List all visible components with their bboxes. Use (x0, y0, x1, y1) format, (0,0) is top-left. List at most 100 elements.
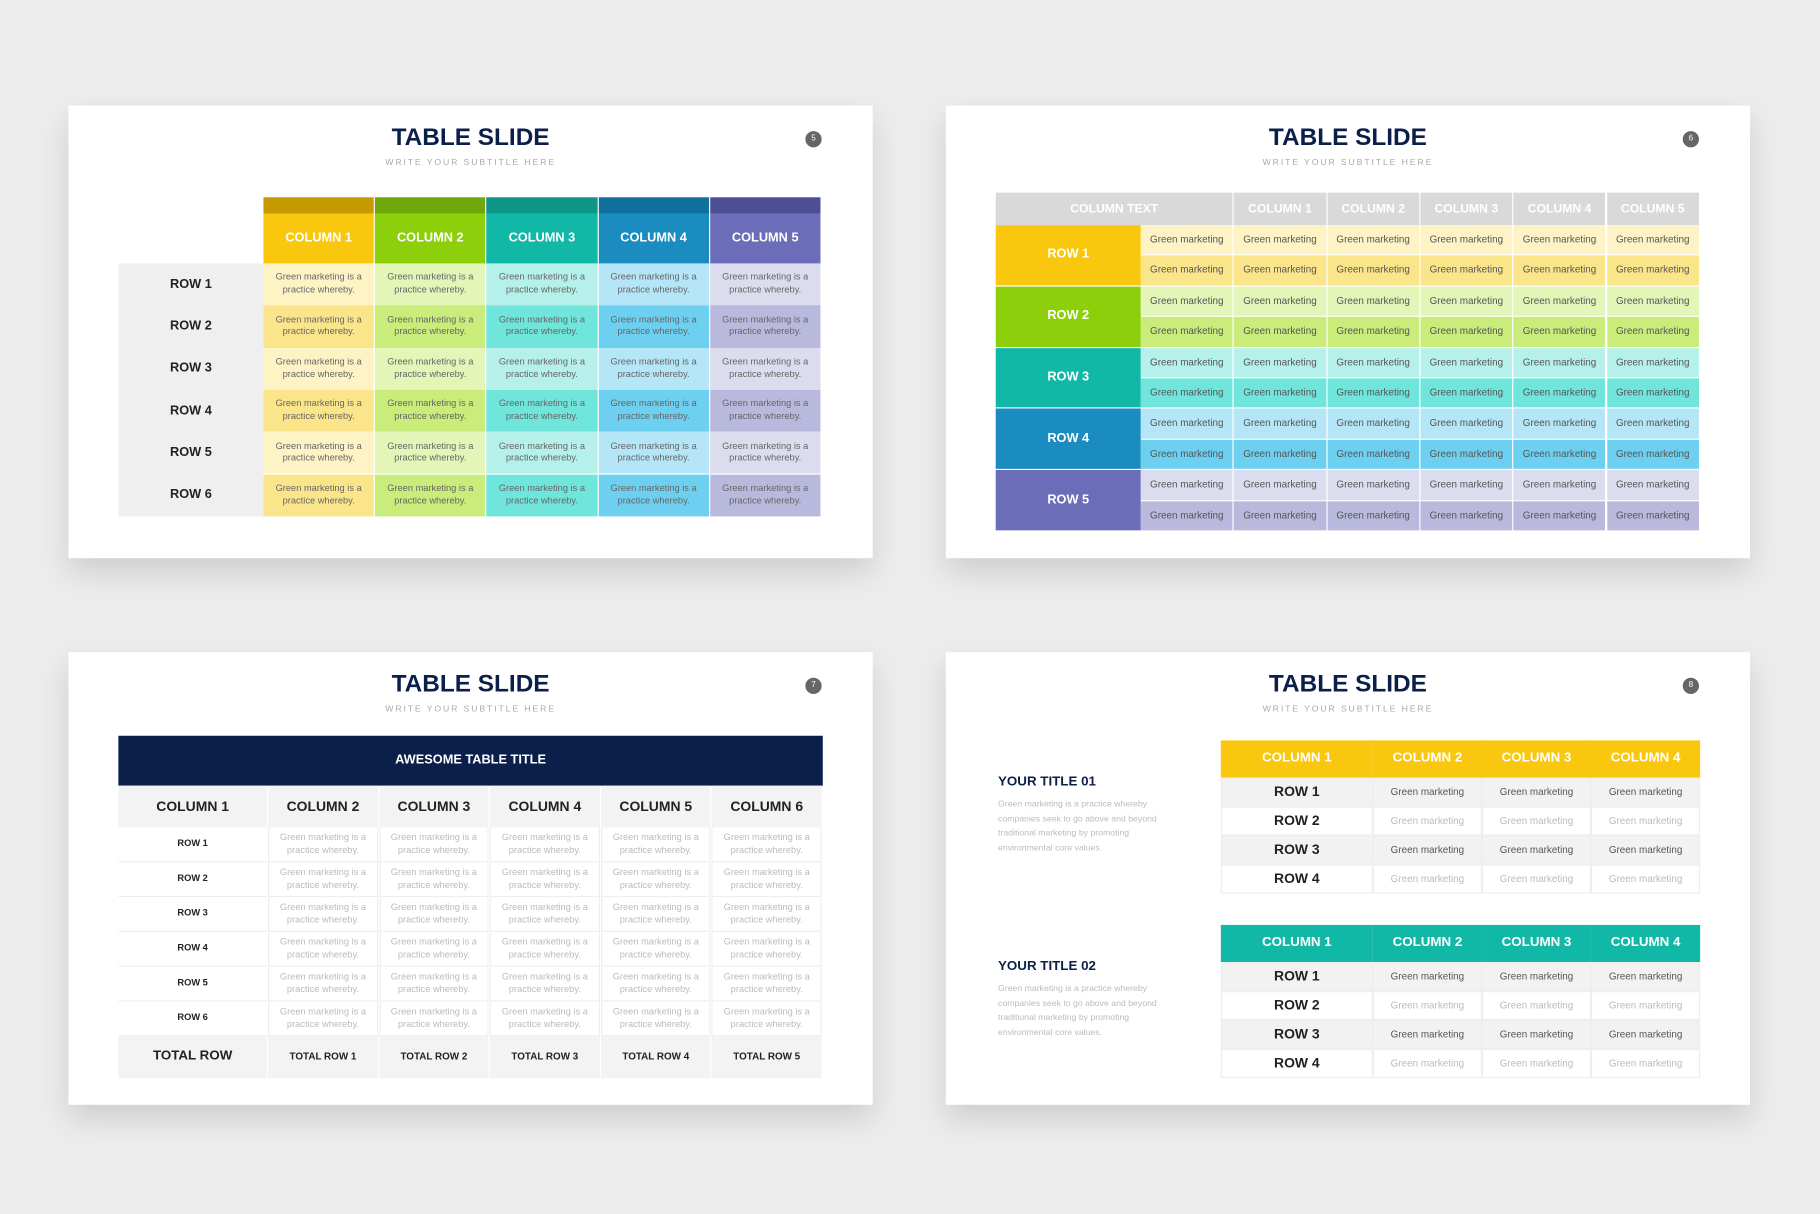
column-header: COLUMN 3 (379, 785, 489, 828)
column-stripe (709, 197, 821, 214)
table-cell: Green marketing is a practice whereby. (263, 347, 374, 390)
row-label: ROW 3 (1220, 1020, 1373, 1050)
table-cell: Green marketing (1513, 255, 1606, 286)
row-label: ROW 3 (118, 897, 267, 932)
row-label: ROW 5 (118, 967, 267, 1002)
table-cell: Green marketing (1233, 347, 1326, 378)
column-header: COLUMN 4 (489, 785, 600, 828)
column-stripe (375, 197, 486, 214)
slide-number: 5 (805, 131, 822, 148)
table-cell: Green marketing is a practice whereby. (268, 931, 378, 967)
total-cell: TOTAL ROW 5 (711, 1036, 822, 1079)
row-label: ROW 1 (1220, 962, 1373, 992)
column-header: COLUMN 5 (600, 785, 711, 828)
row-label: ROW 4 (995, 408, 1141, 470)
table-cell: Green marketing (1513, 347, 1606, 378)
table-cell: Green marketing (1481, 777, 1592, 807)
table-cell: Green marketing is a practice whereby. (268, 862, 378, 898)
table-cell: Green marketing is a practice whereby. (486, 305, 598, 348)
table-cell: Green marketing (1233, 500, 1326, 531)
table-cell: Green marketing is a practice whereby. (600, 1001, 711, 1037)
table-cell: Green marketing (1591, 962, 1701, 992)
column-header: COLUMN 1 (118, 785, 267, 828)
row-label: ROW 1 (995, 225, 1141, 286)
table-cell: Green marketing is a practice whereby. (486, 347, 598, 390)
column-header: COLUMN 4 (1591, 740, 1701, 778)
table-cell: Green marketing is a practice whereby. (489, 931, 600, 967)
table-cell: Green marketing is a practice whereby. (709, 347, 821, 390)
table-cell: Green marketing (1140, 286, 1233, 316)
table-cell: Green marketing is a practice whereby. (711, 827, 822, 863)
table-cell: Green marketing is a practice whereby. (598, 263, 709, 306)
table-cell: Green marketing (1327, 347, 1420, 378)
table-cell: Green marketing is a practice whereby. (375, 431, 486, 475)
table-cell: Green marketing is a practice whereby. (375, 263, 486, 306)
column-header: COLUMN 1 (1220, 924, 1373, 963)
table-cell: Green marketing (1420, 439, 1513, 470)
table-cell: Green marketing is a practice whereby. (486, 431, 598, 475)
table-cell: Green marketing (1481, 991, 1592, 1021)
slide-subtitle: WRITE YOUR SUBTITLE HERE (385, 703, 556, 714)
table-cell: Green marketing is a practice whereby. (486, 474, 598, 517)
table-cell: Green marketing (1591, 806, 1701, 836)
column-header: COLUMN 4 (1591, 924, 1701, 963)
column-header: COLUMN 1 (1233, 192, 1326, 226)
column-stripe (263, 197, 374, 214)
row-label: ROW 3 (995, 347, 1141, 408)
table-cell: Green marketing is a practice whereby. (375, 305, 486, 348)
table-cell: Green marketing is a practice whereby. (489, 1001, 600, 1037)
table-cell: Green marketing is a practice whereby. (709, 431, 821, 475)
table-cell: Green marketing is a practice whereby. (711, 862, 822, 898)
table-cell: Green marketing (1420, 255, 1513, 286)
table-cell: Green marketing is a practice whereby. (489, 966, 600, 1002)
table-cell: Green marketing (1327, 470, 1420, 500)
table-cell: Green marketing is a practice whereby. (379, 827, 489, 863)
table-cell: Green marketing is a practice whereby. (379, 931, 489, 967)
table-cell: Green marketing (1233, 255, 1326, 286)
table-cell: Green marketing is a practice whereby. (598, 389, 709, 432)
table-cell: Green marketing (1140, 470, 1233, 500)
table-cell: Green marketing (1327, 255, 1420, 286)
table-cell: Green marketing is a practice whereby. (379, 966, 489, 1002)
table-cell: Green marketing (1233, 317, 1326, 347)
column-header: COLUMN 2 (1327, 192, 1420, 226)
column-header: COLUMN 4 (1513, 192, 1606, 226)
section-title: YOUR TITLE 01 (998, 775, 1096, 790)
table-cell: Green marketing (1140, 408, 1233, 439)
table-cell: Green marketing (1420, 225, 1513, 255)
table-cell: Green marketing is a practice whereby. (268, 827, 378, 863)
row-label: ROW 2 (169, 319, 212, 334)
table-cell: Green marketing is a practice whereby. (263, 431, 374, 475)
table-cell: Green marketing (1233, 408, 1326, 439)
table-cell: Green marketing is a practice whereby. (489, 897, 600, 932)
table-cell: Green marketing (1372, 962, 1482, 992)
table-cell: Green marketing (1372, 806, 1482, 836)
row-label: ROW 5 (995, 470, 1141, 531)
table-cell: Green marketing (1140, 378, 1233, 408)
total-cell: TOTAL ROW 2 (379, 1036, 489, 1079)
table-cell: Green marketing (1513, 317, 1606, 347)
table-cell: Green marketing (1327, 286, 1420, 316)
row-label: ROW 4 (1220, 864, 1373, 894)
table-cell: Green marketing is a practice whereby. (489, 862, 600, 898)
table-cell: Green marketing (1420, 286, 1513, 316)
slide-number: 7 (805, 677, 822, 694)
table-cell: Green marketing (1140, 500, 1233, 531)
table-cell: Green marketing is a practice whereby. (486, 263, 598, 306)
table-cell: Green marketing is a practice whereby. (711, 897, 822, 932)
row-label: ROW 6 (169, 487, 212, 502)
table-cell: Green marketing is a practice whereby. (486, 389, 598, 432)
table-cell: Green marketing (1420, 378, 1513, 408)
table-cell: Green marketing (1481, 962, 1592, 992)
table-cell: Green marketing is a practice whereby. (375, 347, 486, 390)
row-label: ROW 5 (169, 445, 212, 460)
table-cell: Green marketing (1606, 408, 1699, 439)
row-label: ROW 2 (995, 286, 1141, 347)
table-cell: Green marketing (1606, 317, 1699, 347)
table-cell: Green marketing (1591, 1020, 1701, 1050)
column-header: COLUMN TEXT (995, 192, 1233, 226)
row-label: ROW 4 (1220, 1049, 1373, 1079)
table-cell: Green marketing (1372, 864, 1482, 894)
table-cell: Green marketing is a practice whereby. (268, 966, 378, 1002)
table-cell: Green marketing is a practice whereby. (598, 431, 709, 475)
